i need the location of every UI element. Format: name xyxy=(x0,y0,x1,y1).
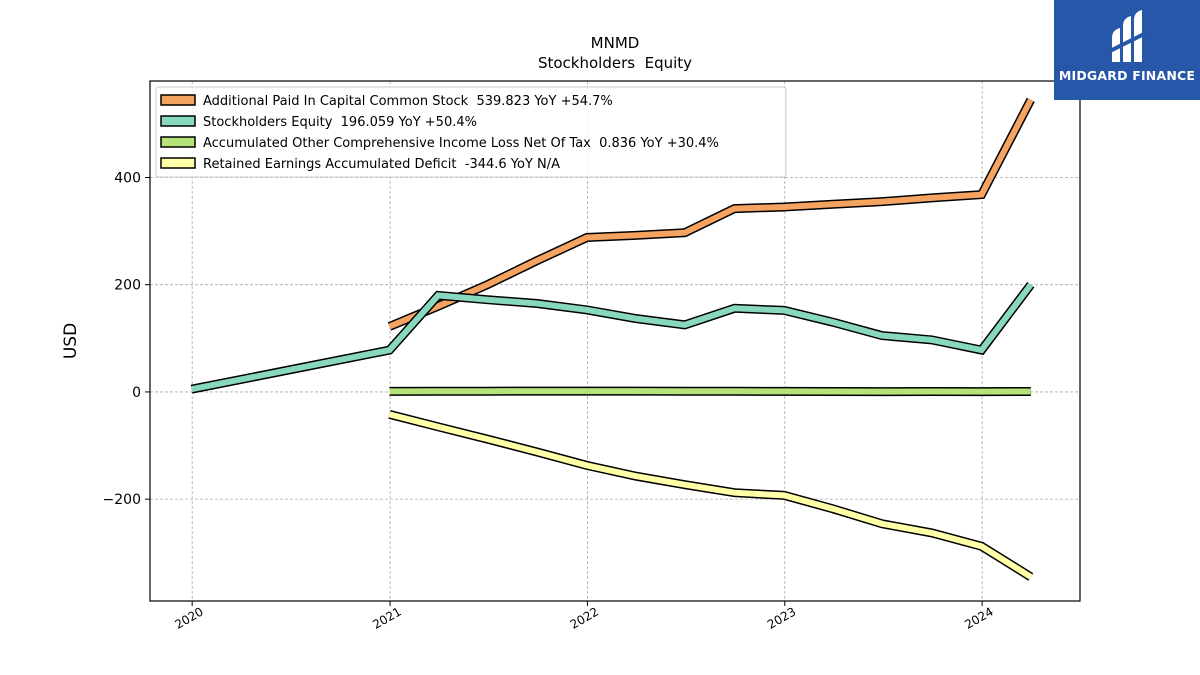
series-1-line xyxy=(191,282,1034,393)
x-tick-label: 2020 xyxy=(172,604,205,631)
chart-title: MNMD xyxy=(591,34,640,52)
y-tick-label: −200 xyxy=(103,492,141,508)
legend-box xyxy=(155,86,787,178)
legend-label-0: Additional Paid In Capital Common Stock … xyxy=(203,94,613,109)
plot-frame xyxy=(149,80,1081,602)
series-3 xyxy=(388,410,1034,581)
axis-ticks: 2020 2021 2022 2023 2024 −200 0 200 400 xyxy=(103,170,996,631)
chart-subtitle: Stockholders Equity xyxy=(538,54,692,72)
x-tick-label: 2023 xyxy=(765,604,798,631)
logo-text: MIDGARD FINANCE xyxy=(1058,68,1196,83)
series-2 xyxy=(389,386,1031,397)
series-lines xyxy=(190,97,1035,581)
y-axis-label: USD xyxy=(61,323,81,359)
legend-swatch-1 xyxy=(160,115,196,127)
series-0 xyxy=(387,97,1035,331)
legend: Additional Paid In Capital Common Stock … xyxy=(155,86,787,178)
series-2-line xyxy=(389,388,1031,395)
y-tick-label: 400 xyxy=(114,170,141,186)
legend-label-1: Stockholders Equity 196.059 YoY +50.4% xyxy=(203,115,477,130)
legend-label-2: Accumulated Other Comprehensive Income L… xyxy=(203,136,719,151)
series-1 xyxy=(190,281,1035,394)
midgard-finance-logo: MIDGARD FINANCE xyxy=(1054,0,1200,100)
legend-label-3: Retained Earnings Accumulated Deficit -3… xyxy=(203,157,560,172)
midgard-logo-icon xyxy=(1107,10,1149,62)
legend-swatch-3 xyxy=(160,157,196,169)
x-tick-label: 2022 xyxy=(568,604,601,631)
y-tick-label: 200 xyxy=(114,278,141,294)
x-tick-label: 2024 xyxy=(962,604,995,631)
legend-swatch-2 xyxy=(160,136,196,148)
x-tick-label: 2021 xyxy=(370,604,403,631)
series-3-line xyxy=(388,411,1033,580)
series-0-line xyxy=(388,98,1034,330)
legend-swatch-0 xyxy=(160,94,196,106)
y-tick-label: 0 xyxy=(132,385,141,401)
